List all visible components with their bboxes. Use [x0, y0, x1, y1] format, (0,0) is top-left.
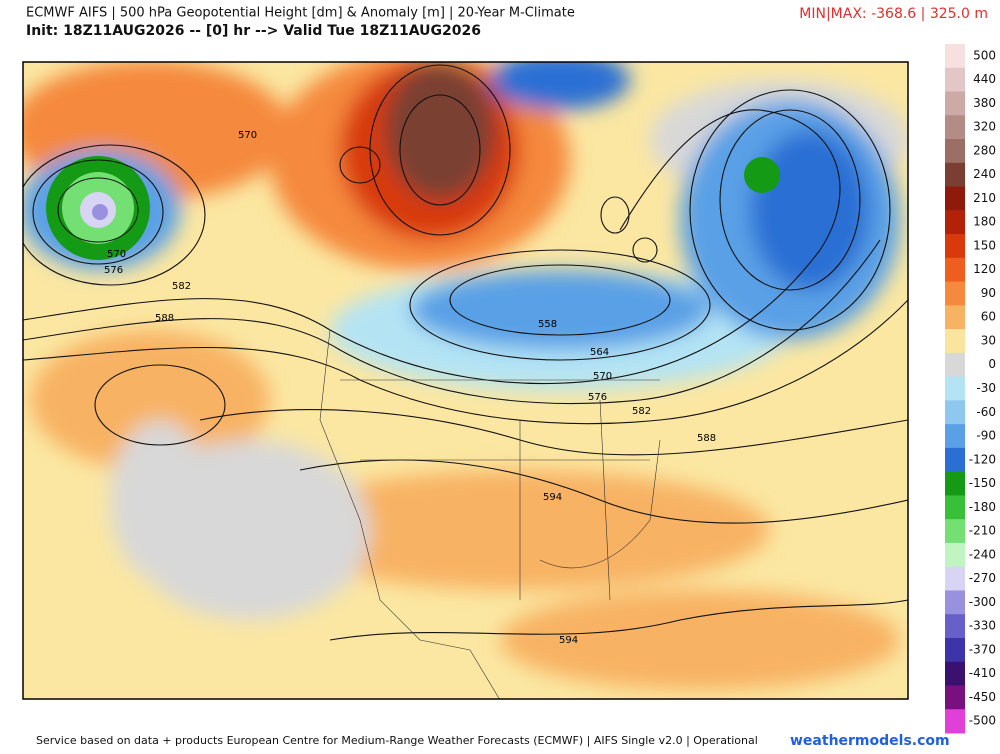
colorbar-swatch [945, 590, 965, 615]
colorbar-swatch [945, 186, 965, 211]
colorbar-swatch [945, 424, 965, 449]
colorbar-label: -60 [976, 405, 996, 419]
colorbar-label: 500 [973, 48, 996, 62]
colorbar-swatch [945, 542, 965, 568]
colorbar-swatch [945, 637, 965, 663]
colorbar-swatch [945, 495, 965, 520]
colorbar-label: 0 [988, 357, 996, 371]
contour-label: 576 [104, 265, 123, 276]
colorbar-label: -300 [969, 595, 996, 609]
colorbar-swatch [945, 115, 965, 140]
colorbar-label: -410 [969, 666, 996, 680]
colorbar-label: 380 [973, 96, 996, 110]
colorbar: 500 440 380 320 280 240 210 180 150 120 90 60 30 0 -30… [945, 44, 996, 734]
colorbar-swatch [945, 329, 965, 354]
colorbar-swatch [945, 257, 965, 283]
colorbar-swatch [945, 210, 965, 235]
colorbar-label: 60 [981, 310, 996, 324]
colorbar-swatch [945, 376, 965, 401]
contour-label: 582 [632, 406, 651, 417]
colorbar-label: 150 [973, 238, 996, 252]
colorbar-label: 180 [973, 215, 996, 229]
colorbar-swatch [945, 305, 965, 330]
colorbar-label: -500 [969, 714, 996, 728]
contour-label: 570 [593, 371, 612, 382]
contour-label: 582 [172, 281, 191, 292]
colorbar-label: 240 [973, 167, 996, 181]
footer-credit: Service based on data + products Europea… [36, 734, 758, 747]
map-frame [22, 61, 909, 700]
colorbar-label: -240 [969, 547, 996, 561]
colorbar-swatch [945, 709, 965, 734]
contour-label: 558 [538, 319, 557, 330]
colorbar-label: -270 [969, 571, 996, 585]
map [23, 62, 908, 699]
colorbar-swatch [945, 471, 965, 496]
colorbar-label: 440 [973, 72, 996, 86]
contour-label: 570 [107, 249, 126, 260]
colorbar-swatch [945, 566, 965, 591]
colorbar-label: 320 [973, 120, 996, 134]
contour-label: 588 [155, 313, 174, 324]
colorbar-label: -210 [969, 524, 996, 538]
colorbar-label: 120 [973, 262, 996, 276]
colorbar-label: 210 [973, 191, 996, 205]
colorbar-label: 280 [973, 143, 996, 157]
colorbar-label: -370 [969, 642, 996, 656]
colorbar-swatch [945, 281, 965, 306]
colorbar-label: -450 [969, 690, 996, 704]
colorbar-swatch [945, 91, 965, 116]
colorbar-label: 90 [981, 286, 996, 300]
contour-label: 576 [588, 392, 607, 403]
colorbar-label: 30 [981, 333, 996, 347]
subtitle: Init: 18Z11AUG2026 -- [0] hr --> Valid T… [26, 23, 481, 39]
contour-label: 594 [559, 635, 578, 646]
colorbar-swatch [945, 352, 965, 378]
colorbar-label: -120 [969, 452, 996, 466]
colorbar-swatch [945, 234, 965, 259]
colorbar-swatch [945, 67, 965, 93]
colorbar-swatch [945, 162, 965, 188]
colorbar-label: -90 [976, 429, 996, 443]
colorbar-label: -330 [969, 619, 996, 633]
title: ECMWF AIFS | 500 hPa Geopotential Height… [26, 6, 575, 21]
contour-label: 588 [697, 433, 716, 444]
colorbar-swatch [945, 661, 965, 686]
colorbar-label: -180 [969, 500, 996, 514]
colorbar-swatch [945, 139, 965, 164]
colorbar-swatch [945, 447, 965, 473]
contour-label: 570 [238, 130, 257, 141]
contour-labels: 570 570 576 582 588 558 564 570 576 582 … [104, 130, 716, 646]
colorbar-swatch [945, 44, 965, 69]
colorbar-label: -150 [969, 476, 996, 490]
colorbar-swatch [945, 685, 965, 710]
footer-site: weathermodels.com [790, 733, 950, 749]
min-max: MIN|MAX: -368.6 | 325.0 m [799, 6, 988, 22]
colorbar-swatch [945, 519, 965, 544]
colorbar-label: -30 [976, 381, 996, 395]
colorbar-swatch [945, 400, 965, 425]
contour-label: 564 [590, 347, 609, 358]
colorbar-swatch [945, 614, 965, 639]
contour-label: 594 [543, 492, 562, 503]
